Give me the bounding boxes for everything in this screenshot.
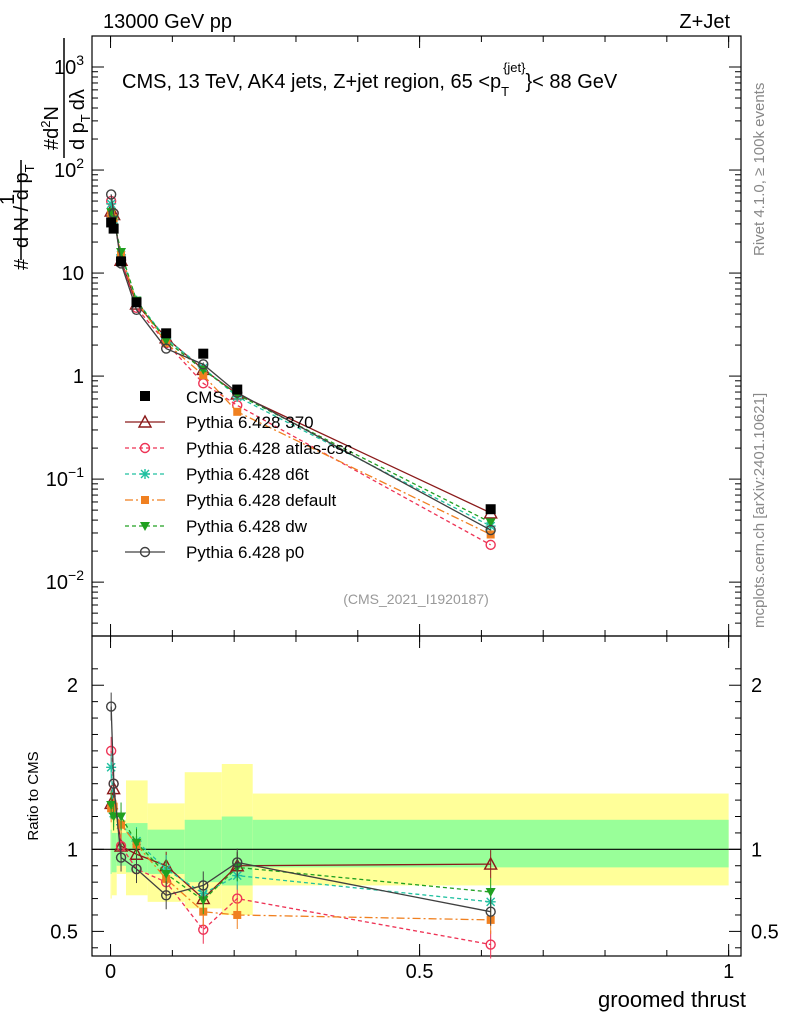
data-point-cms — [108, 223, 119, 234]
ratio-point-d6t — [106, 762, 117, 773]
ratio-point-dw — [198, 896, 209, 906]
ratio-point-p0 — [131, 863, 142, 875]
band-green — [110, 829, 112, 874]
header-left: 13000 GeV pp — [103, 11, 232, 33]
point-p0 — [198, 359, 209, 370]
legend-marker-cms — [140, 391, 150, 401]
ratio-y-tick-label: 1 — [67, 839, 78, 861]
rivet-label: Rivet 4.1.0, ≥ 100k events — [751, 83, 768, 256]
ratio-point-p0 — [108, 778, 119, 789]
ratio-point-default — [233, 910, 242, 919]
point-default — [233, 407, 242, 416]
title-sub: T — [501, 84, 509, 99]
legend-label-p0: Pythia 6.428 p0 — [186, 543, 304, 562]
legend-marker-p0 — [139, 546, 151, 558]
main-y-label: # d N / d pT 1 #d2N d pTdλ — [0, 38, 93, 270]
ratio-line-d6t — [110, 767, 491, 903]
ratio-point-atlas — [485, 939, 496, 950]
data-point-cms — [106, 217, 117, 228]
legend-label-dw: Pythia 6.428 dw — [186, 517, 308, 536]
ratio-point-dw — [106, 801, 117, 811]
chart-title: CMS, 13 TeV, AK4 jets, Z+jet region, 65 … — [122, 60, 618, 99]
series-line-dw — [110, 211, 491, 523]
ratio-y-tick-label: 2 — [67, 675, 78, 697]
ylabel-den1: d N / d pT — [11, 164, 37, 248]
data-point-cms — [485, 504, 496, 515]
ratio-y-tick-label-right: 1 — [751, 839, 762, 861]
main-plot: 10−2 10−1 1 10 102 103 — [46, 35, 742, 956]
x-tick-label: 0 — [105, 961, 116, 983]
y-tick-label: 10−1 — [46, 464, 84, 491]
ratio-point-dw — [131, 838, 142, 848]
ratio-series-p0 — [105, 692, 496, 926]
legend-label-d6t: Pythia 6.428 d6t — [186, 465, 309, 484]
legend-marker-d6t — [140, 469, 150, 479]
data-point-cms — [116, 256, 127, 267]
ratio-point-p0 — [105, 701, 117, 712]
point-atlas — [485, 539, 496, 551]
point-default — [199, 371, 208, 380]
y-tick-label: 102 — [54, 155, 84, 182]
watermark: (CMS_2021_I1920187) — [343, 591, 489, 607]
ratio-point-dw — [161, 869, 172, 879]
ylabel-hash1: # — [11, 258, 33, 270]
x-axis-label: groomed thrust — [598, 987, 746, 1012]
mcplots-label: mcplots.cern.ch [arXiv:2401.10621] — [751, 393, 768, 628]
title-end: }< 88 GeV — [526, 71, 618, 93]
ratio-y-tick-label: 0.5 — [50, 921, 78, 943]
ylabel-one: 1 — [0, 194, 19, 205]
series-default — [107, 209, 495, 539]
point-p0 — [160, 343, 172, 354]
x-tick-label: 1 — [723, 961, 734, 983]
point-p0 — [485, 524, 496, 536]
legend: CMS Pythia 6.428 370 Pythia 6.428 atlas-cs… — [125, 388, 353, 562]
ratio-point-p0 — [115, 852, 127, 863]
x-tick-label: 0.5 — [406, 961, 434, 983]
ratio-frame — [91, 635, 742, 957]
ratio-plot: 0 0.5 1 0.5 0.5 1 1 2 2 — [50, 635, 779, 983]
ratio-point-dw — [116, 812, 127, 822]
ratio-line-p0 — [110, 706, 491, 913]
y-tick-label: 10 — [62, 263, 84, 285]
title-main: CMS, 13 TeV, AK4 jets, Z+jet region, 65 … — [122, 71, 501, 93]
data-point-cms — [198, 348, 209, 359]
series-line-atlas — [110, 200, 491, 546]
ratio-point-dw — [485, 888, 496, 897]
legend-marker-atlas — [139, 442, 151, 454]
point-d6t — [106, 198, 117, 209]
legend-marker-p370 — [137, 414, 153, 428]
ylabel-num2: #d2N — [38, 106, 63, 150]
ratio-y-label: Ratio to CMS — [25, 751, 42, 840]
ratio-point-p0 — [160, 890, 172, 901]
ratio-point-p0 — [485, 906, 496, 917]
legend-marker-default — [141, 496, 149, 504]
ratio-point-p370 — [483, 856, 498, 870]
y-tick-label: 10−2 — [46, 567, 84, 594]
legend-label-default: Pythia 6.428 default — [186, 491, 337, 510]
ylabel-den2: d pTdλ — [67, 89, 93, 150]
legend-label-atlas: Pythia 6.428 atlas-csc — [186, 439, 353, 458]
series-data — [106, 217, 496, 515]
point-p0 — [105, 189, 117, 200]
legend-marker-dw — [140, 522, 150, 531]
point-dw — [161, 336, 172, 346]
y-tick-label: 103 — [54, 52, 84, 79]
ratio-line-dw — [110, 804, 491, 902]
header-right: Z+Jet — [679, 11, 730, 33]
data-point-cms — [131, 297, 142, 308]
ratio-point-p0 — [198, 880, 209, 891]
data-point-cms — [232, 384, 243, 395]
title-sup: {jet} — [503, 60, 526, 75]
ratio-point-p0 — [232, 857, 243, 868]
ratio-y-tick-label-right: 2 — [751, 675, 762, 697]
legend-label-cms: CMS — [186, 388, 224, 407]
legend-label-p370: Pythia 6.428 370 — [186, 413, 314, 432]
data-point-cms — [161, 328, 172, 339]
ratio-y-tick-label-right: 0.5 — [751, 921, 779, 943]
point-dw — [485, 518, 496, 528]
y-tick-label: 1 — [73, 366, 84, 388]
band-green — [111, 832, 117, 873]
